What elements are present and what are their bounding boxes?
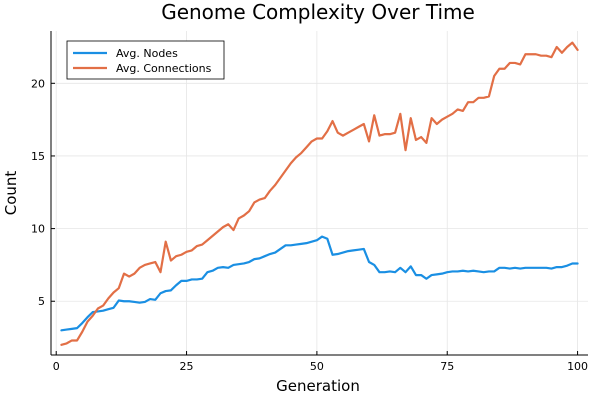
legend: Avg. Nodes Avg. Connections [66,40,225,80]
x-axis-label: Generation [276,377,360,395]
x-tick-label: 75 [440,360,454,373]
tick-labels: 0 25 50 75 100 5 10 15 20 [31,77,588,373]
series-line-avg-connections [60,41,579,346]
x-tick-label: 0 [53,360,60,373]
x-tick-label: 50 [310,360,324,373]
chart-title: Genome Complexity Over Time [161,0,475,24]
y-tick-label: 15 [31,150,45,163]
axes [50,31,588,356]
legend-box [66,40,225,80]
y-tick-label: 5 [38,295,45,308]
x-tick-label: 25 [180,360,194,373]
y-tick-label: 20 [31,77,45,90]
legend-label-connections: Avg. Connections [116,62,212,75]
grid [51,31,588,355]
legend-label-nodes: Avg. Nodes [116,47,178,60]
y-tick-label: 10 [31,223,45,236]
x-tick-label: 100 [567,360,588,373]
series-line-avg-nodes [60,235,579,332]
series-lines [60,41,579,346]
y-axis-label: Count [2,171,20,216]
